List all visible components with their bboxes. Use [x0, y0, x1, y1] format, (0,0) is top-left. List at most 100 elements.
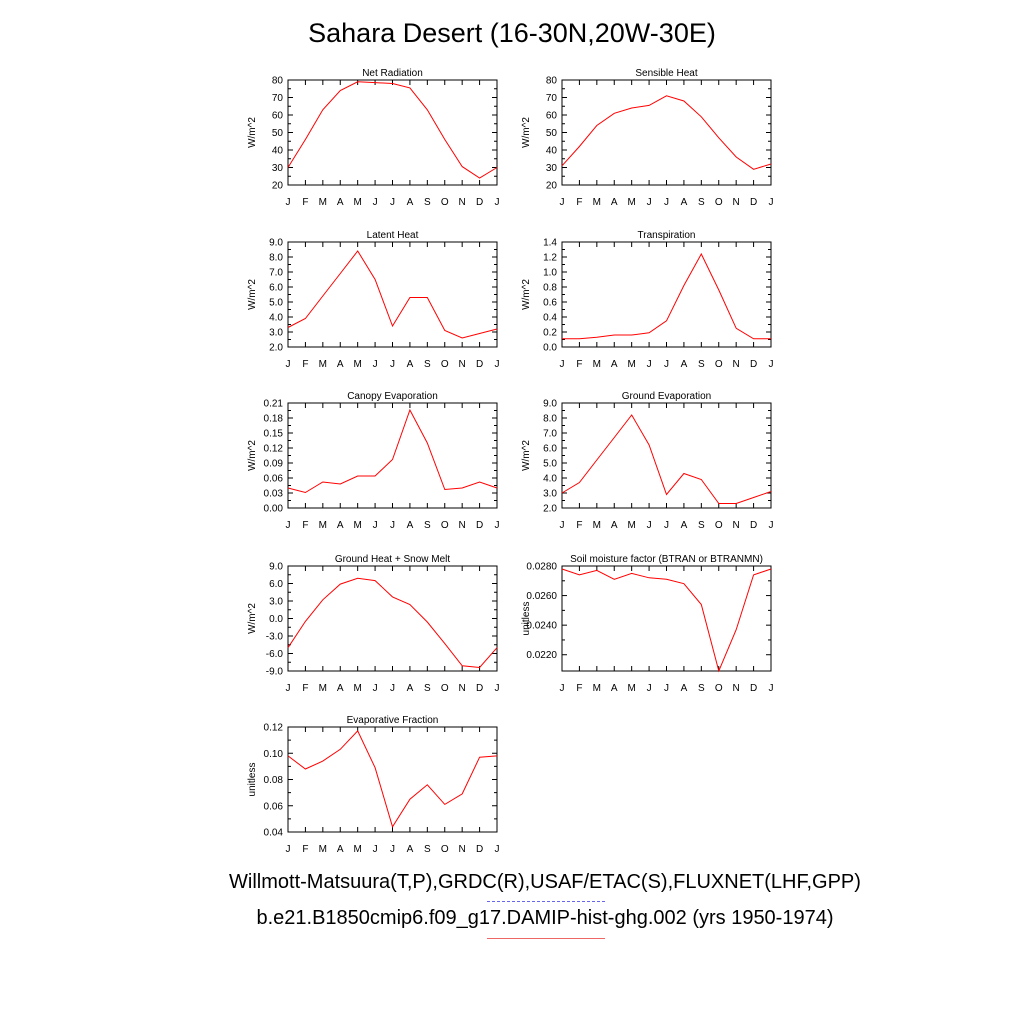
- y-tick-label: 0.21: [264, 399, 284, 410]
- x-tick-label: S: [698, 359, 705, 370]
- x-tick-label: F: [576, 520, 582, 531]
- y-axis-label: W/m^2: [247, 440, 258, 471]
- x-tick-label: J: [373, 683, 378, 694]
- x-tick-label: A: [337, 520, 344, 531]
- x-tick-label: D: [750, 359, 757, 370]
- panel-title: Sensible Heat: [635, 68, 697, 79]
- y-tick-label: 30: [272, 163, 284, 174]
- y-tick-label: 30: [546, 163, 558, 174]
- x-tick-label: J: [647, 683, 652, 694]
- x-tick-label: M: [627, 683, 635, 694]
- x-tick-label: M: [319, 683, 327, 694]
- panel-title: Canopy Evaporation: [347, 391, 438, 402]
- x-tick-label: S: [424, 683, 431, 694]
- x-tick-label: J: [647, 359, 652, 370]
- x-tick-label: A: [407, 844, 414, 855]
- y-tick-label: 0.10: [264, 749, 284, 760]
- x-tick-label: D: [750, 683, 757, 694]
- panel-title: Ground Evaporation: [622, 391, 712, 402]
- x-tick-label: J: [647, 520, 652, 531]
- y-tick-label: 7.0: [543, 429, 557, 440]
- x-tick-label: O: [441, 520, 449, 531]
- y-tick-label: 7.0: [269, 268, 283, 279]
- x-tick-label: J: [286, 683, 291, 694]
- y-tick-label: 4.0: [543, 474, 557, 485]
- x-tick-label: O: [441, 197, 449, 208]
- x-tick-label: D: [476, 844, 483, 855]
- x-tick-label: J: [495, 197, 500, 208]
- x-tick-label: S: [424, 520, 431, 531]
- plot-frame: [561, 402, 772, 509]
- x-tick-label: J: [390, 844, 395, 855]
- x-tick-label: N: [459, 197, 466, 208]
- y-tick-label: 40: [546, 146, 558, 157]
- x-tick-label: O: [441, 844, 449, 855]
- panel-ground-heat-snow-melt: J F M A M J J A S O N D J-9.0-6.0-3.00.03.06.09.0Gro…: [247, 554, 500, 694]
- x-tick-label: J: [373, 520, 378, 531]
- y-tick-label: 60: [272, 111, 284, 122]
- x-tick-label: J: [390, 197, 395, 208]
- panel-title: Ground Heat + Snow Melt: [335, 554, 451, 565]
- y-tick-label: 5.0: [543, 459, 557, 470]
- x-tick-label: S: [698, 520, 705, 531]
- panel-soil-moisture-factor-btran-or-btranmn-: J F M A M J J A S O N D J0.02200.02400.02600.0280Soi…: [521, 554, 774, 694]
- y-tick-label: 0.12: [264, 723, 284, 734]
- panel-canopy-evaporation: J F M A M J J A S O N D J0.000.030.060.090.120.150.1…: [247, 391, 500, 531]
- y-tick-label: 4.0: [269, 313, 283, 324]
- x-tick-label: J: [390, 359, 395, 370]
- x-tick-label: A: [681, 359, 688, 370]
- y-tick-label: 5.0: [269, 298, 283, 309]
- y-tick-label: 70: [272, 93, 284, 104]
- x-tick-label: A: [337, 844, 344, 855]
- x-tick-label: J: [560, 197, 565, 208]
- y-tick-label: 6.0: [269, 283, 283, 294]
- x-tick-label: M: [319, 520, 327, 531]
- y-tick-label: 8.0: [269, 253, 283, 264]
- y-tick-label: 50: [546, 128, 558, 139]
- x-tick-label: F: [576, 359, 582, 370]
- observations-sources-text: Willmott-Matsuura(T,P),GRDC(R),USAF/ETAC…: [229, 871, 861, 893]
- x-tick-label: N: [459, 683, 466, 694]
- panel-latent-heat: J F M A M J J A S O N D J2.03.04.05.06.07.08.09.0Lat…: [247, 230, 500, 370]
- x-tick-label: S: [424, 197, 431, 208]
- y-tick-label: 0.06: [264, 801, 284, 812]
- x-tick-label: F: [576, 197, 582, 208]
- series-line: [287, 408, 498, 494]
- plot-frame: [287, 402, 498, 509]
- y-tick-label: 1.4: [543, 238, 557, 249]
- y-tick-label: 3.0: [269, 597, 283, 608]
- x-tick-label: A: [611, 520, 618, 531]
- x-tick-label: A: [611, 197, 618, 208]
- y-tick-label: 0.04: [264, 828, 284, 839]
- panel-ground-evaporation: J F M A M J J A S O N D J2.03.04.05.06.07.08.09.0Gro…: [521, 391, 774, 531]
- x-tick-label: J: [769, 359, 774, 370]
- y-tick-label: 9.0: [269, 562, 283, 573]
- series-line: [287, 730, 498, 829]
- x-tick-label: J: [495, 520, 500, 531]
- x-tick-label: A: [407, 520, 414, 531]
- x-tick-label: M: [627, 197, 635, 208]
- series-line: [287, 577, 498, 669]
- y-tick-label: 9.0: [269, 238, 283, 249]
- x-tick-label: M: [593, 520, 601, 531]
- y-tick-label: 3.0: [269, 328, 283, 339]
- x-tick-label: M: [319, 844, 327, 855]
- plot-frame: [287, 726, 498, 833]
- x-tick-label: J: [373, 359, 378, 370]
- x-tick-label: O: [715, 359, 723, 370]
- y-axis-label: unitless: [521, 602, 532, 636]
- x-tick-label: F: [302, 359, 308, 370]
- x-tick-label: M: [353, 520, 361, 531]
- y-tick-label: 8.0: [543, 414, 557, 425]
- y-tick-label: 0.06: [264, 474, 284, 485]
- x-tick-label: D: [476, 520, 483, 531]
- y-axis-label: W/m^2: [521, 117, 532, 148]
- x-tick-label: N: [459, 844, 466, 855]
- plot-frame: [287, 565, 498, 672]
- y-tick-label: 70: [546, 93, 558, 104]
- panel-transpiration: J F M A M J J A S O N D J0.00.20.40.60.81.01.21.4Tra…: [521, 230, 774, 370]
- model-case-text: b.e21.B1850cmip6.f09_g17.DAMIP-hist-ghg.…: [256, 907, 834, 929]
- x-tick-label: J: [769, 197, 774, 208]
- plot-frame: [287, 241, 498, 348]
